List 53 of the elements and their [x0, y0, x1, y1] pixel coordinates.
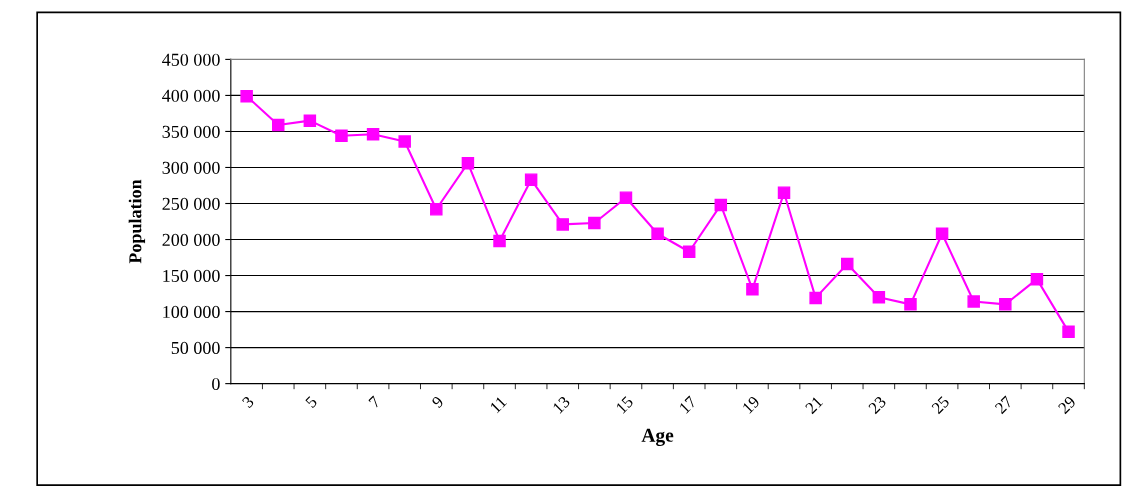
point — [524, 173, 538, 186]
point — [967, 295, 980, 308]
y-tick-label: 400 000 — [162, 89, 220, 102]
point — [366, 128, 380, 141]
point — [335, 129, 348, 143]
x-tick-label: 13 — [552, 395, 571, 414]
point — [588, 216, 601, 230]
point — [430, 203, 443, 216]
y-tick-label: 300 000 — [162, 161, 220, 174]
point — [682, 245, 696, 259]
point — [746, 282, 759, 296]
x-tick-label: 5 — [305, 395, 318, 409]
point — [809, 291, 822, 305]
y-tick-label: 350 000 — [162, 125, 220, 138]
x-axis-title: Age — [641, 428, 674, 446]
x-tick-label: 17 — [678, 395, 698, 414]
x-tick-label: 9 — [431, 395, 445, 409]
point — [303, 114, 317, 127]
point — [271, 118, 285, 132]
x-tick-label: 29 — [1057, 395, 1077, 415]
point — [1062, 325, 1075, 338]
point — [651, 227, 664, 241]
x-tick-label: 23 — [867, 395, 887, 415]
y-tick-label: 50 000 — [171, 341, 220, 355]
point — [556, 218, 570, 231]
x-tick-label: 19 — [742, 395, 761, 414]
point — [240, 89, 253, 103]
y-tick-label: 450 000 — [162, 53, 220, 66]
x-tick-label: 25 — [931, 395, 950, 415]
y-tick-label: 0 — [212, 377, 220, 391]
x-tick-label: 11 — [489, 395, 507, 414]
y-axis-title: Population — [128, 179, 146, 264]
x-tick-label: 3 — [241, 395, 255, 409]
point — [872, 290, 886, 304]
y-tick-label: 150 000 — [163, 269, 220, 282]
x-tick-label: 27 — [994, 395, 1014, 415]
point — [398, 135, 411, 148]
y-tick-label: 250 000 — [162, 197, 220, 210]
x-tick-label: 21 — [804, 395, 824, 415]
point — [841, 257, 854, 271]
x-tick-label: 7 — [368, 395, 381, 409]
point — [904, 298, 917, 311]
point — [999, 298, 1012, 311]
point — [777, 186, 791, 199]
point — [493, 234, 506, 248]
point — [935, 227, 949, 241]
y-tick-label: 200 000 — [162, 233, 220, 246]
point — [1030, 272, 1044, 286]
point — [714, 198, 728, 212]
y-tick-label: 100 000 — [163, 305, 220, 319]
x-tick-label: 15 — [615, 395, 634, 414]
point — [461, 156, 475, 170]
point — [619, 191, 633, 204]
